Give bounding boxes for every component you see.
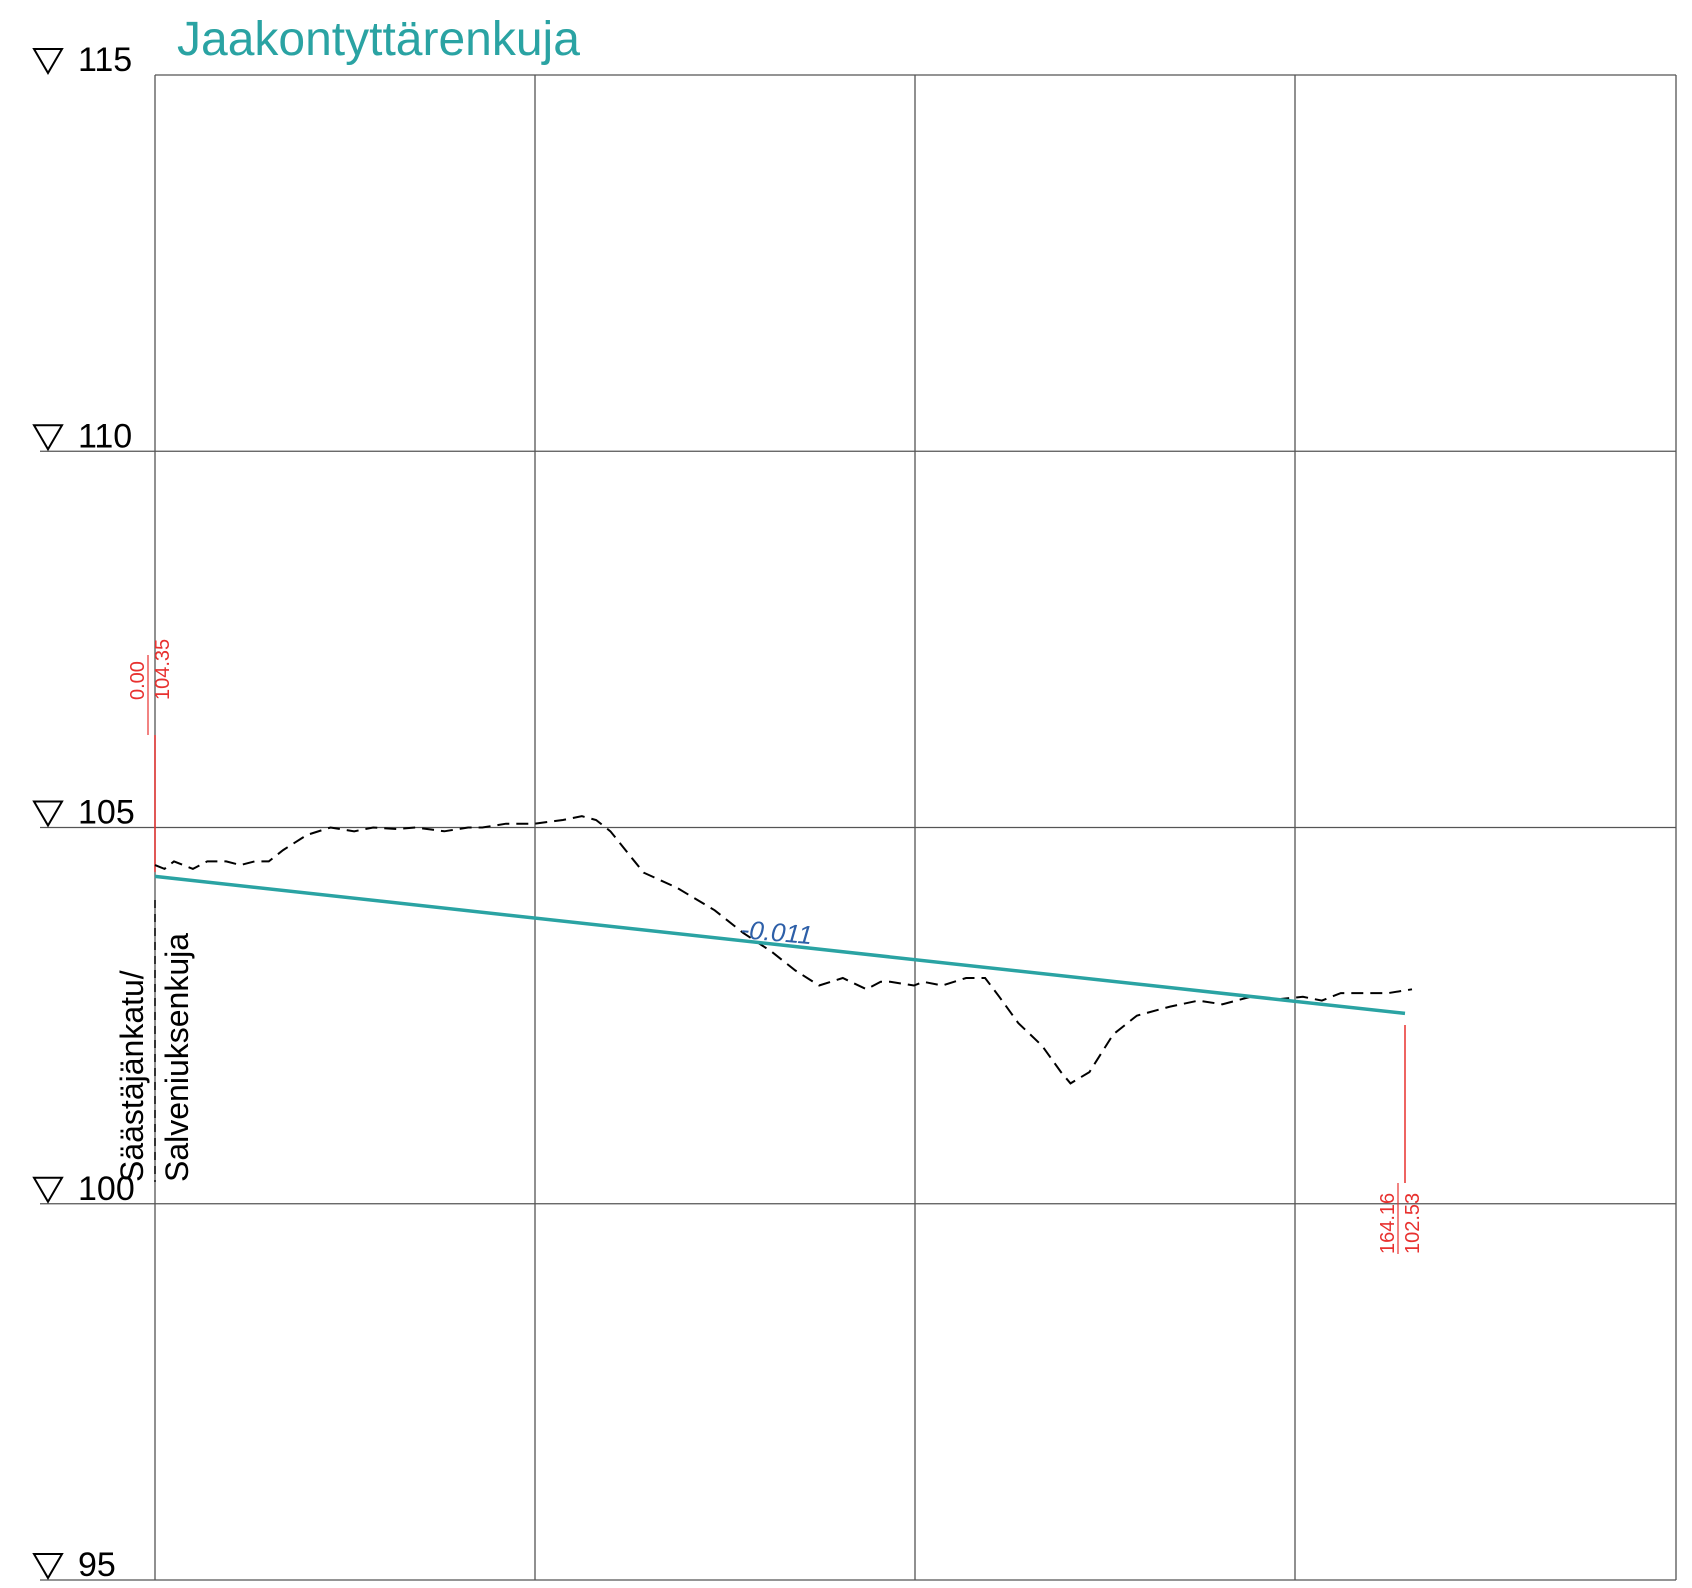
end-elevation-label: 102.53 (1402, 1193, 1424, 1254)
end-station-label: 164.16 (1377, 1193, 1399, 1254)
elevation-triangle-icon (32, 800, 64, 828)
elevation-triangle-icon (32, 424, 64, 452)
elevation-tick-markers: 115 110 105 100 95 (32, 41, 135, 1584)
start-station-label: 0.00 (127, 661, 149, 700)
y-tick-label: 95 (78, 1546, 116, 1584)
grade-label: -0.011 (739, 914, 813, 950)
y-tick-label: 115 (78, 41, 132, 79)
station-markers: 0.00 104.35 164.16 102.53 (127, 639, 1424, 1254)
y-tick-label: 105 (78, 794, 135, 832)
y-tick-label: 100 (78, 1170, 135, 1208)
design-grade-line (154, 874, 1406, 1016)
y-tick-label: 110 (78, 417, 132, 455)
elevation-triangle-icon (32, 48, 64, 75)
elevation-triangle-icon (32, 1553, 64, 1580)
start-elevation-label: 104.35 (152, 639, 174, 700)
street-label-line1: Säästäjänkatu/ (114, 970, 150, 1182)
chart-title: Jaakontyttärenkuja (177, 13, 580, 66)
elevation-triangle-icon (32, 1176, 64, 1204)
grid (40, 74, 1677, 1581)
street-label-line2: Salveniuksenkuja (159, 933, 195, 1182)
existing-ground-line (154, 815, 1413, 1085)
